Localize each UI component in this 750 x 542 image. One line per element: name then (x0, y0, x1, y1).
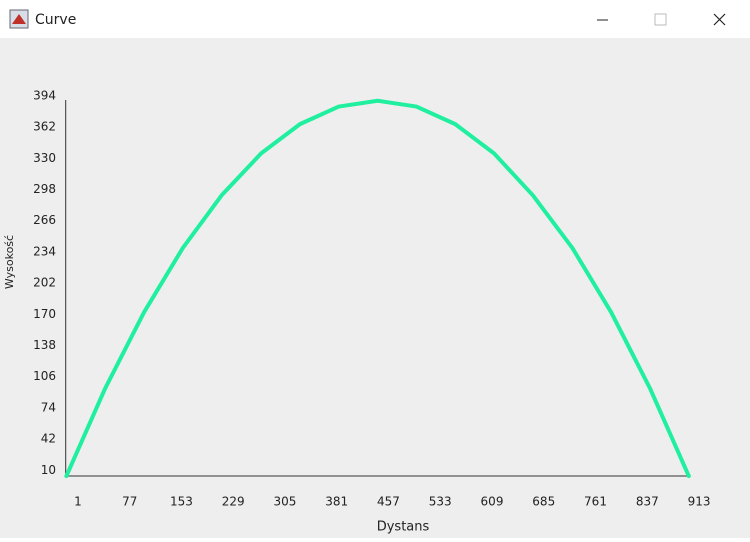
window-title: Curve (35, 12, 76, 28)
app-icon (9, 9, 29, 29)
x-tick-label: 305 (274, 495, 297, 509)
x-tick-label: 533 (429, 495, 452, 509)
x-tick-label: 609 (481, 495, 504, 509)
x-tick-label: 761 (584, 495, 607, 509)
curve (64, 98, 691, 479)
y-tick-label: 266 (33, 213, 56, 227)
y-axis-label: Wysokość (3, 235, 16, 289)
x-tick-label: 229 (222, 495, 245, 509)
x-tick-label: 913 (688, 495, 711, 509)
x-axis-label: Dystans (377, 520, 430, 535)
x-tick-label: 153 (170, 495, 193, 509)
maximize-button[interactable] (654, 13, 667, 26)
y-tick-label: 42 (41, 432, 56, 446)
close-button[interactable] (713, 13, 726, 26)
y-tick-label: 234 (33, 244, 56, 258)
y-tick-label: 330 (33, 151, 56, 165)
x-tick-label: 77 (122, 495, 137, 509)
y-tick-label: 394 (33, 88, 56, 102)
y-tick-label: 362 (33, 120, 56, 134)
title-bar (0, 0, 750, 38)
x-tick-label: 685 (532, 495, 555, 509)
y-tick-label: 10 (41, 463, 56, 477)
x-tick-label: 381 (325, 495, 348, 509)
y-tick-label: 138 (33, 338, 56, 352)
y-tick-label: 106 (33, 369, 56, 383)
y-tick-label: 170 (33, 307, 56, 321)
y-tick-label: 202 (33, 276, 56, 290)
y-tick-label: 298 (33, 182, 56, 196)
x-tick-label: 1 (74, 495, 82, 509)
x-tick-label: 457 (377, 495, 400, 509)
x-tick-label: 837 (636, 495, 659, 509)
y-tick-label: 74 (41, 400, 56, 414)
